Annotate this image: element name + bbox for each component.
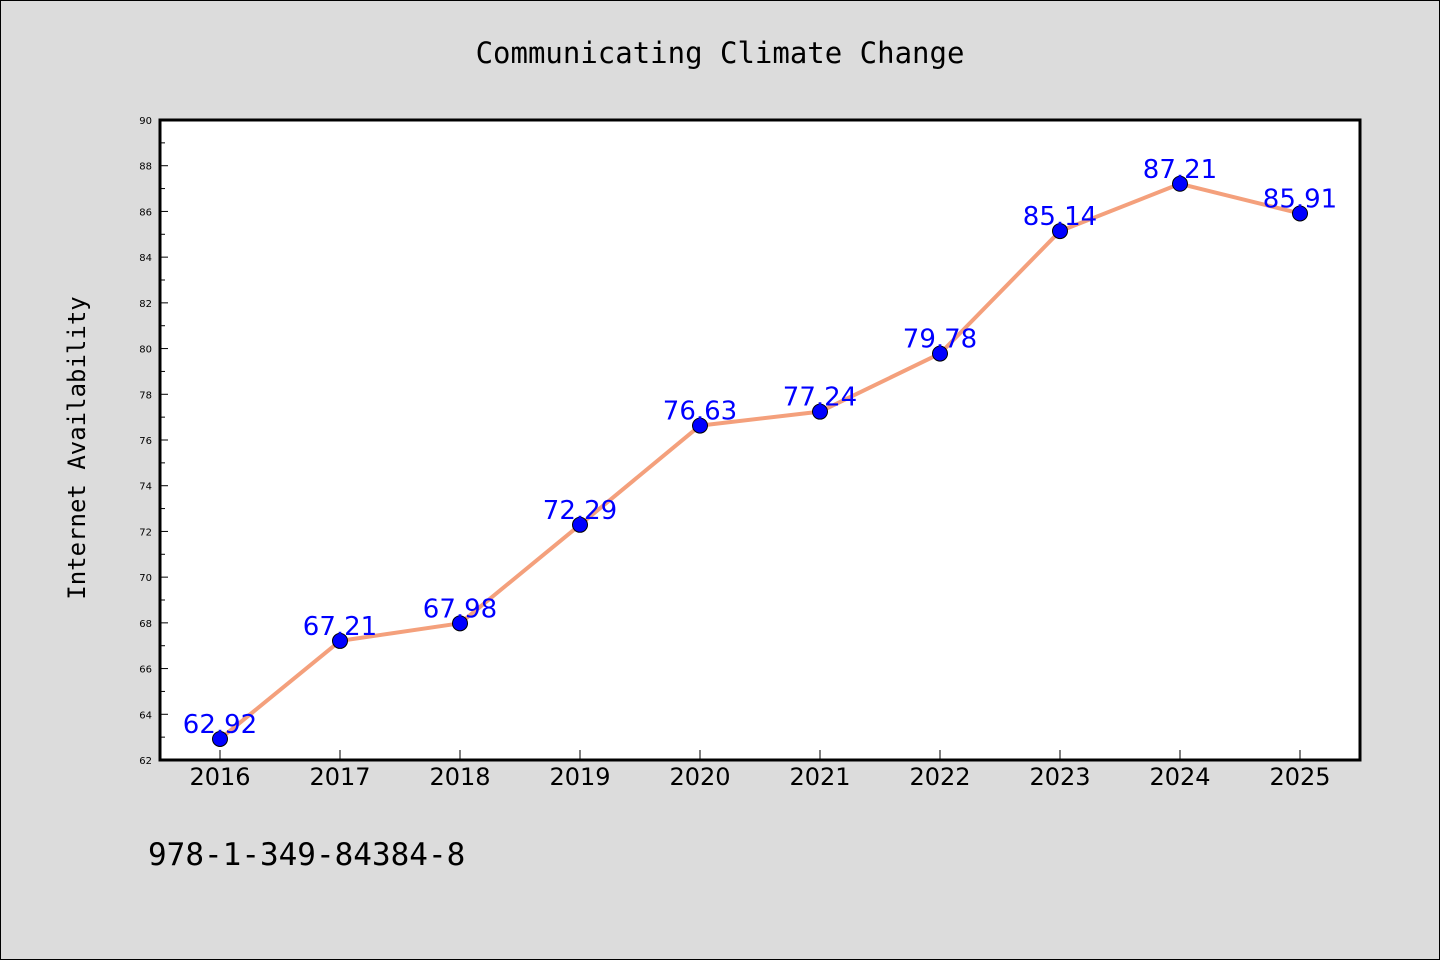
data-point bbox=[572, 516, 588, 533]
x-tick-label: 2019 bbox=[549, 763, 610, 791]
series-line bbox=[218, 181, 1302, 741]
x-tick-label: 2024 bbox=[1149, 763, 1210, 791]
data-point bbox=[212, 730, 228, 747]
data-label: 72.29 bbox=[543, 496, 617, 526]
y-axis: 62 64 66 68 70 72 74 76 78 80 82 84 86 88 90 bbox=[139, 116, 168, 767]
x-tick-label: 2021 bbox=[789, 763, 850, 791]
data-point bbox=[452, 615, 468, 632]
y-tick-label: 90 bbox=[139, 116, 152, 127]
x-tick-label: 2025 bbox=[1269, 763, 1330, 791]
x-tick-label: 2023 bbox=[1029, 763, 1090, 791]
plot-area bbox=[160, 120, 1360, 760]
y-tick-label: 68 bbox=[139, 619, 152, 630]
data-label: 85.14 bbox=[1023, 202, 1097, 232]
data-point bbox=[1172, 175, 1188, 192]
data-label: 85.91 bbox=[1263, 184, 1337, 214]
data-point bbox=[332, 632, 348, 649]
plot-frame bbox=[158, 118, 1362, 762]
data-label: 77.24 bbox=[783, 383, 857, 413]
x-axis: 2016 2017 2018 2019 2020 2021 2022 2023 2024 2025 bbox=[189, 750, 1331, 791]
x-tick-label: 2022 bbox=[909, 763, 970, 791]
y-tick-label: 64 bbox=[139, 710, 152, 721]
data-point bbox=[692, 417, 708, 434]
y-tick-label: 78 bbox=[139, 390, 152, 401]
data-point bbox=[932, 345, 948, 362]
x-tick-label: 2020 bbox=[669, 763, 730, 791]
y-axis-label: Internet Availability bbox=[63, 296, 91, 599]
data-label: 79.78 bbox=[903, 325, 977, 355]
data-point bbox=[1292, 205, 1308, 222]
y-tick-label: 84 bbox=[139, 253, 152, 264]
data-label: 76.63 bbox=[663, 397, 737, 427]
y-tick-label: 62 bbox=[139, 756, 152, 767]
y-tick-label: 88 bbox=[139, 162, 152, 173]
y-tick-label: 76 bbox=[139, 436, 152, 447]
x-tick-label: 2017 bbox=[309, 763, 370, 791]
footnote-isbn: 978-1-349-84384-8 bbox=[148, 837, 465, 873]
y-tick-label: 82 bbox=[139, 299, 152, 310]
data-point bbox=[812, 403, 828, 420]
series-layer: 62.92 67.21 67.98 72.29 76.63 77.24 79.78 85.14… bbox=[183, 155, 1337, 747]
y-tick-label: 72 bbox=[139, 527, 152, 538]
y-tick-label: 80 bbox=[139, 345, 152, 356]
data-label: 67.98 bbox=[423, 594, 497, 624]
data-label: 62.92 bbox=[183, 710, 257, 740]
y-tick-label: 74 bbox=[139, 482, 152, 493]
y-tick-label: 86 bbox=[139, 207, 152, 218]
y-tick-label: 70 bbox=[139, 573, 152, 584]
data-label: 67.21 bbox=[303, 612, 377, 642]
data-label: 87.21 bbox=[1143, 155, 1217, 185]
y-tick-label: 66 bbox=[139, 665, 152, 676]
x-tick-label: 2018 bbox=[429, 763, 490, 791]
chart-title: Communicating Climate Change bbox=[476, 36, 965, 70]
x-tick-label: 2016 bbox=[189, 763, 250, 791]
data-point bbox=[1052, 223, 1068, 240]
